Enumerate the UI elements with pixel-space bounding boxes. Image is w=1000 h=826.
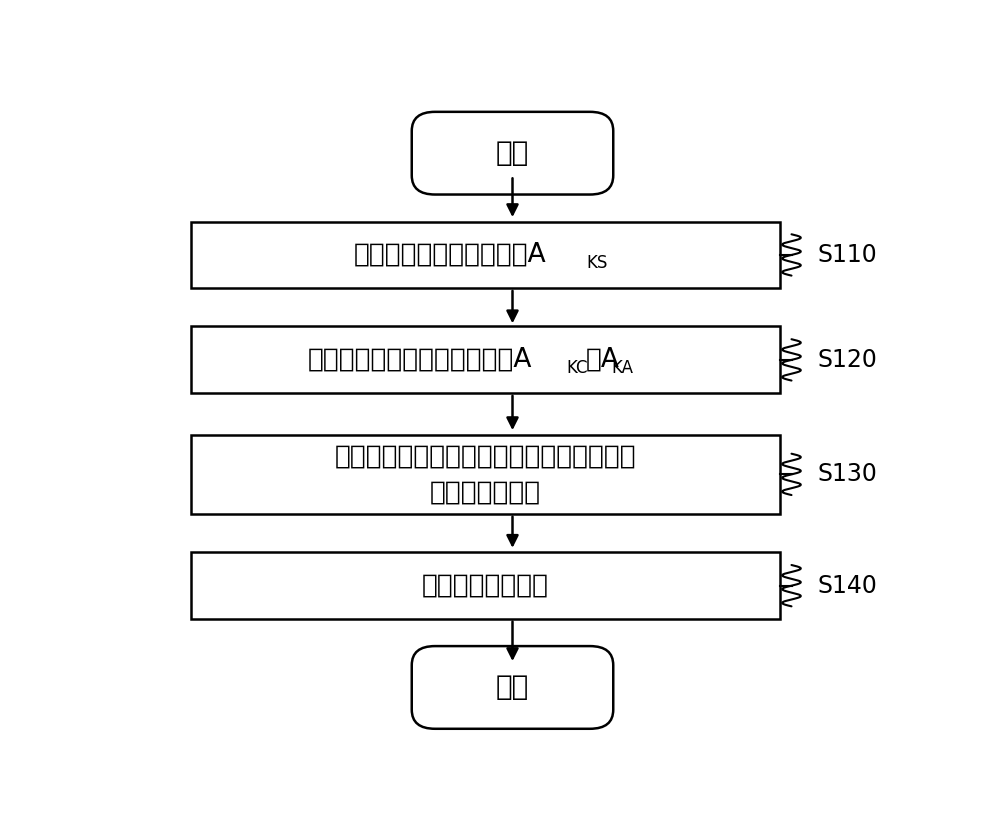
Bar (191, 553, 780, 619)
Text: S120: S120 (817, 348, 877, 372)
FancyBboxPatch shape (412, 646, 613, 729)
Text: S130: S130 (817, 463, 877, 487)
Text: S140: S140 (817, 574, 877, 598)
Text: KA: KA (612, 358, 634, 377)
Text: 计算总空隙体积: 计算总空隙体积 (430, 479, 541, 506)
Text: 开始: 开始 (496, 140, 529, 167)
Text: S110: S110 (817, 243, 877, 267)
Text: 结束: 结束 (496, 673, 529, 701)
Text: 、A: 、A (586, 347, 620, 373)
Bar (191, 221, 780, 288)
Bar (191, 326, 780, 393)
Text: KC: KC (567, 358, 588, 377)
Text: 获取正极片和负极片的孔隙率A: 获取正极片和负极片的孔隙率A (307, 347, 532, 373)
Text: KS: KS (586, 254, 608, 272)
Text: 计算电解液保有量: 计算电解液保有量 (422, 572, 549, 599)
Bar (191, 434, 780, 514)
Text: 测量和计算隔膜的孔隙率A: 测量和计算隔膜的孔隙率A (354, 242, 547, 268)
Text: 根据正极片、负极片和隔膜的尺寸、孔隙率: 根据正极片、负极片和隔膜的尺寸、孔隙率 (335, 444, 636, 469)
FancyBboxPatch shape (412, 112, 613, 195)
